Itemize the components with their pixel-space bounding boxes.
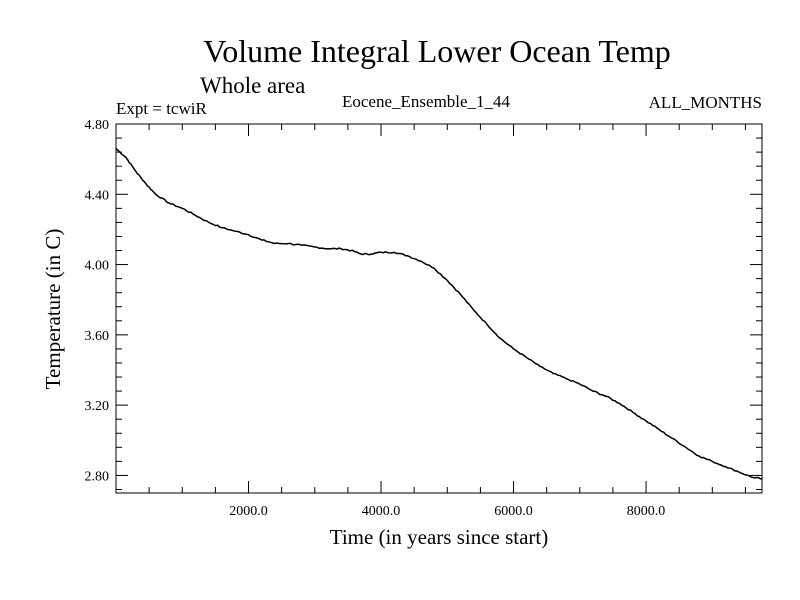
x-tick-label: 2000.0 <box>229 504 268 519</box>
tick-labels: 2000.0 4000.0 6000.0 8000.0 2.80 3.20 3.60 4.00… <box>85 118 666 519</box>
y-tick-label: 3.20 <box>85 399 110 414</box>
x-tick-label: 4000.0 <box>362 504 401 519</box>
experiment-label: Expt = tcwiR <box>116 99 207 118</box>
ensemble-label: Eocene_Ensemble_1_44 <box>342 92 511 111</box>
series-line-temperature <box>115 148 763 480</box>
y-tick-label: 4.40 <box>85 188 110 203</box>
x-tick-label: 8000.0 <box>627 504 666 519</box>
y-tick-label: 3.60 <box>85 329 110 344</box>
chart-title: Volume Integral Lower Ocean Temp <box>203 33 671 69</box>
ticks <box>116 123 762 493</box>
x-axis-label: Time (in years since start) <box>330 525 549 549</box>
y-tick-label: 4.00 <box>85 259 110 274</box>
months-label: ALL_MONTHS <box>649 93 762 112</box>
plot-frame <box>115 123 763 494</box>
y-tick-label: 4.80 <box>85 118 110 133</box>
chart-subtitle: Whole area <box>200 73 305 98</box>
y-tick-label: 2.80 <box>85 469 110 484</box>
y-axis-label: Temperature (in C) <box>41 229 65 390</box>
x-tick-label: 6000.0 <box>494 504 533 519</box>
